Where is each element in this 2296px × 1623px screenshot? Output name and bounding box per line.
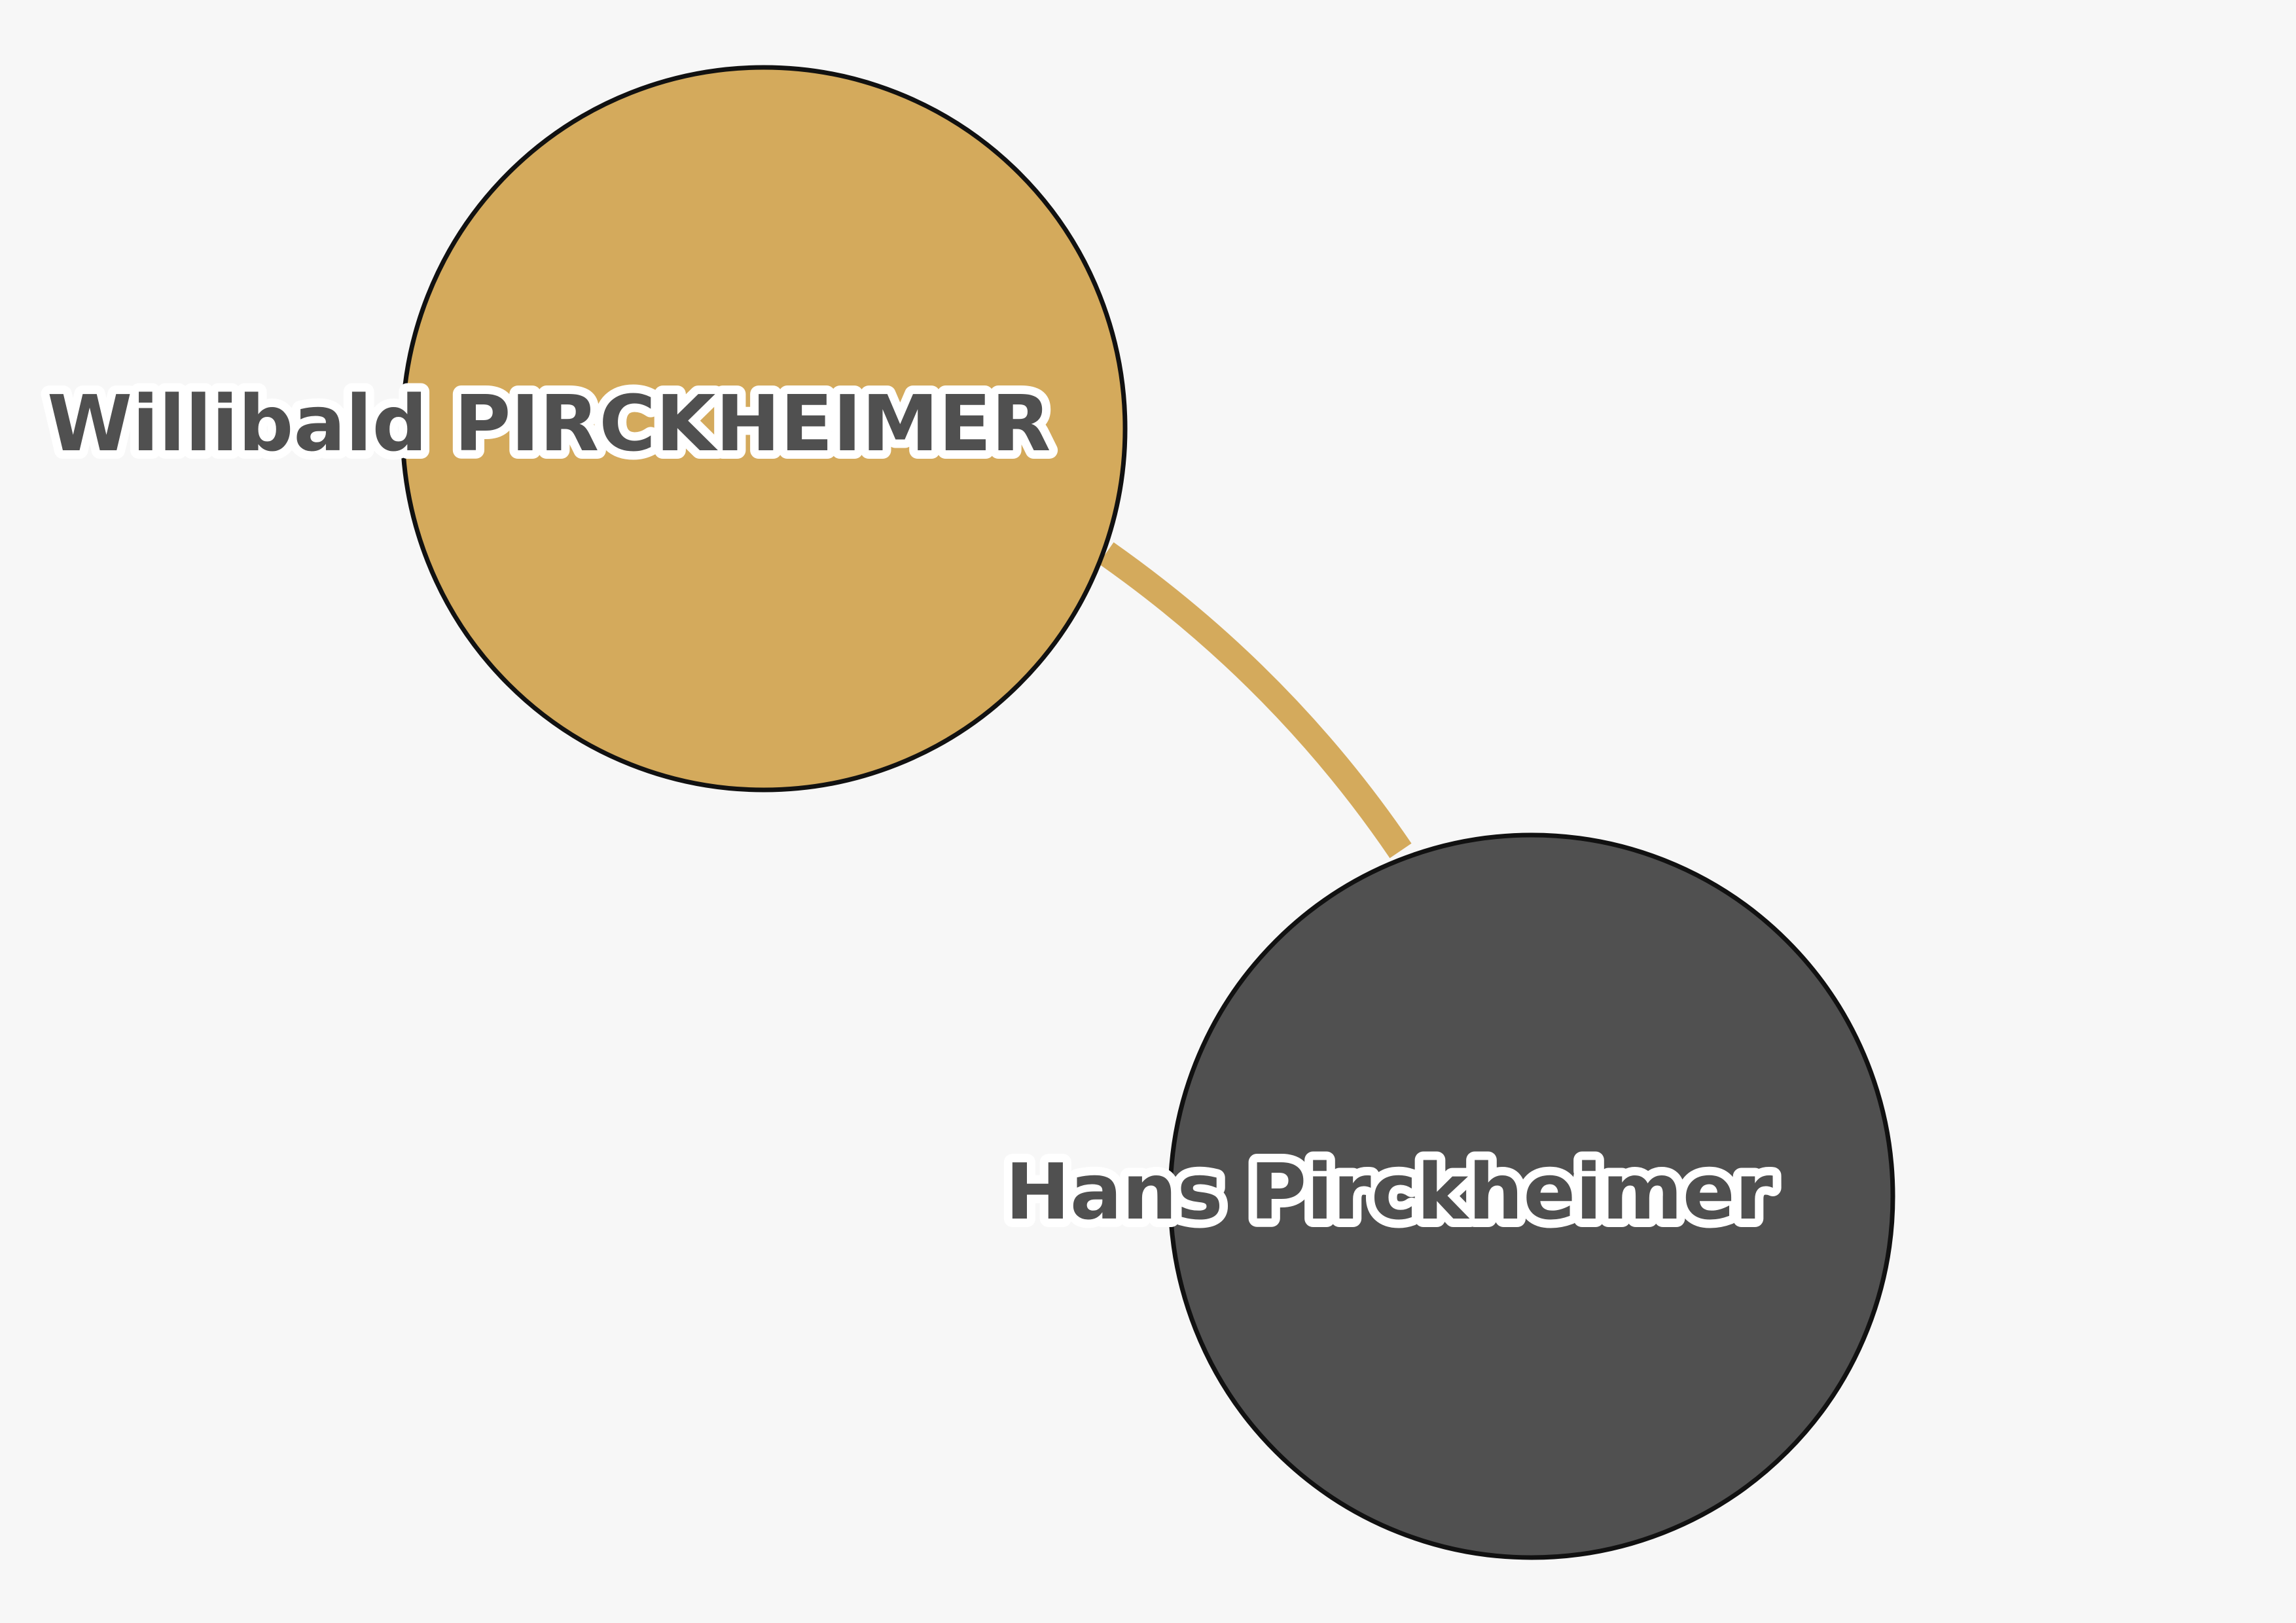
node-label-willibald: Willibald PIRCKHEIMER <box>47 378 1050 469</box>
node-willibald-pirckheimer[interactable] <box>400 65 1128 793</box>
node-label-hans: Hans Pirckheimer <box>1005 1147 1773 1237</box>
node-hans-pirckheimer[interactable] <box>1168 832 1895 1560</box>
edge-willibald-hans <box>1098 542 1412 859</box>
